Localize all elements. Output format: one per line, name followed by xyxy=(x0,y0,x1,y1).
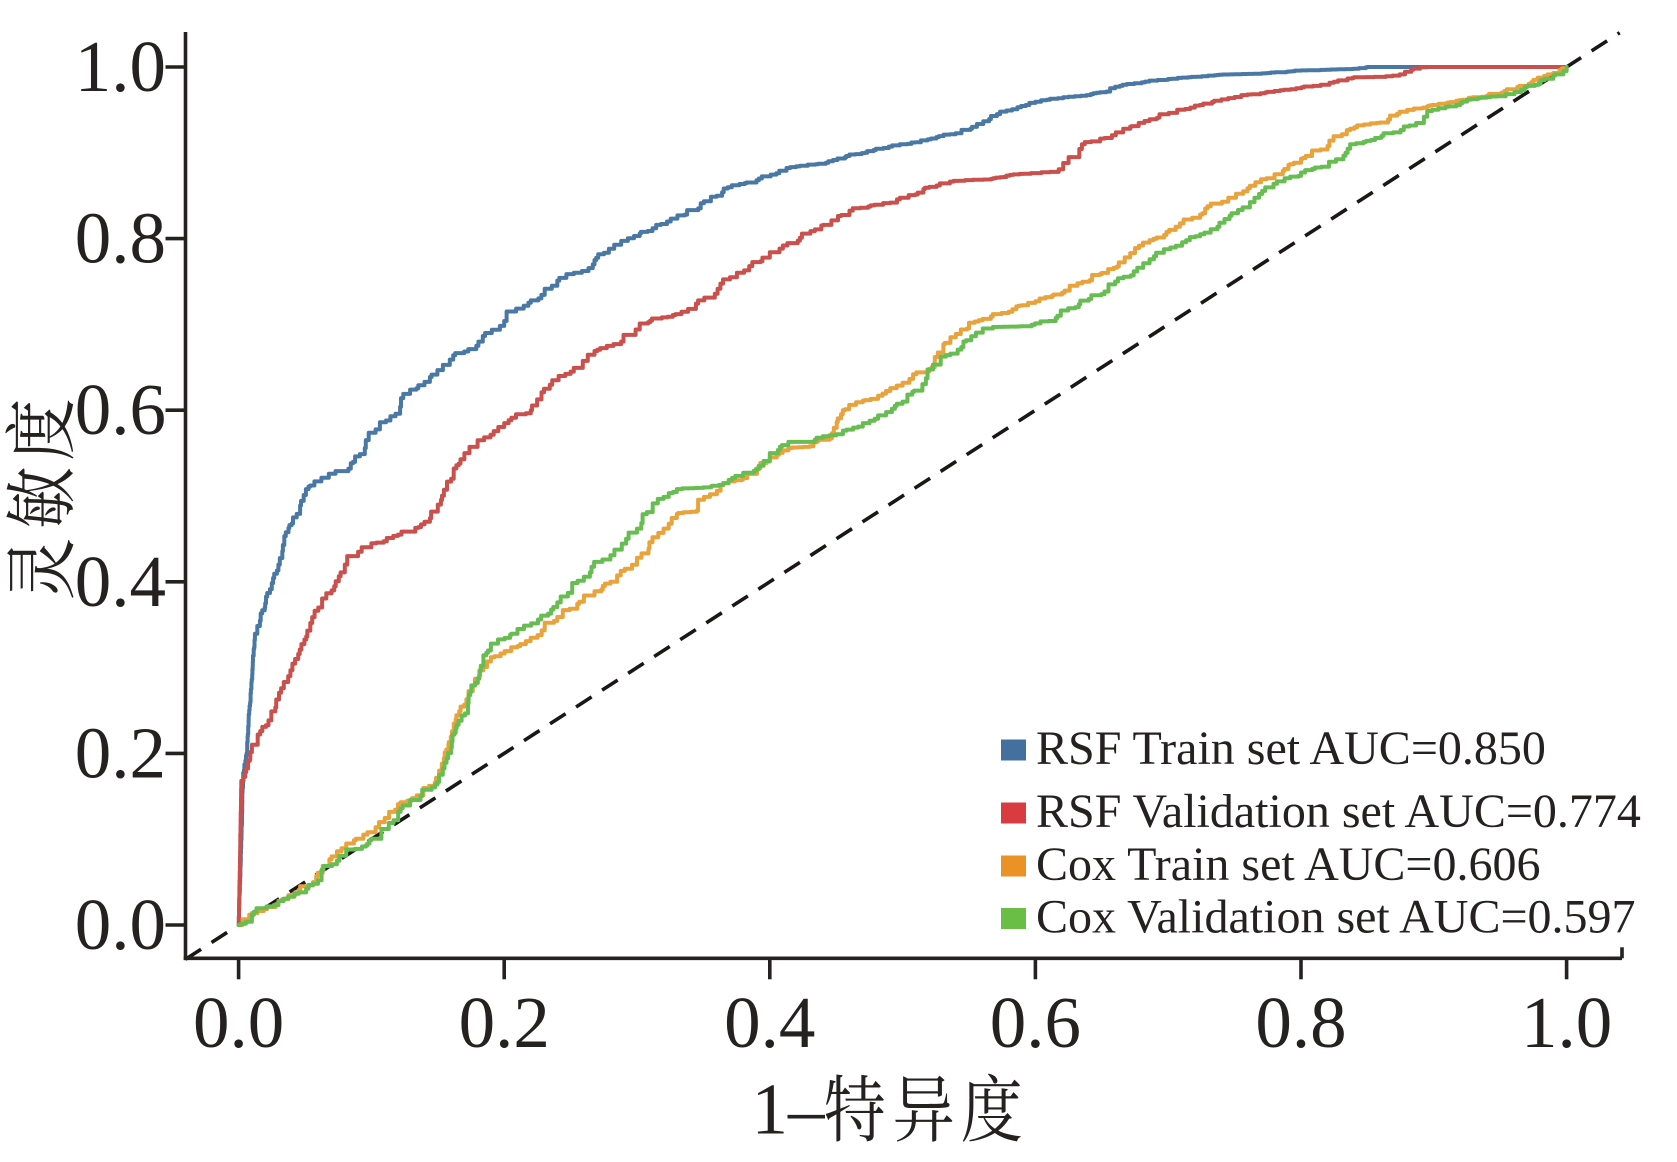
svg-text:0.6: 0.6 xyxy=(990,982,1081,1063)
svg-text:1–: 1– xyxy=(752,1069,826,1150)
svg-text:0.0: 0.0 xyxy=(75,884,166,965)
svg-text:0.0: 0.0 xyxy=(193,982,284,1063)
svg-text:RSF Validation set AUC=0.774: RSF Validation set AUC=0.774 xyxy=(1036,785,1641,838)
svg-text:0.8: 0.8 xyxy=(1255,982,1346,1063)
svg-text:0.4: 0.4 xyxy=(724,982,815,1063)
svg-text:0.2: 0.2 xyxy=(75,712,166,793)
svg-text:1.0: 1.0 xyxy=(75,26,166,107)
svg-text:Cox Validation set AUC=0.597: Cox Validation set AUC=0.597 xyxy=(1036,891,1636,944)
svg-text:0.8: 0.8 xyxy=(75,198,166,279)
svg-text:0.2: 0.2 xyxy=(459,982,550,1063)
svg-text:1.0: 1.0 xyxy=(1521,982,1612,1063)
svg-text:RSF Train set AUC=0.850: RSF Train set AUC=0.850 xyxy=(1036,722,1546,775)
svg-text:0.4: 0.4 xyxy=(75,541,166,622)
svg-text:0.6: 0.6 xyxy=(75,369,166,450)
svg-text:Cox Train set AUC=0.606: Cox Train set AUC=0.606 xyxy=(1036,838,1541,891)
